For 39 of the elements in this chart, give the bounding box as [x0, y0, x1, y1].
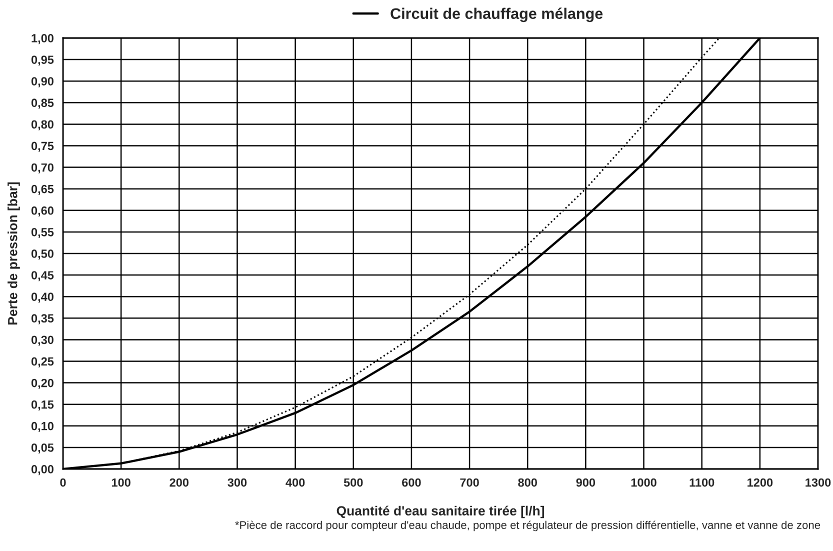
x-tick-label: 500	[344, 478, 363, 487]
y-tick-label: 0,45	[31, 271, 54, 282]
x-tick-label: 1000	[631, 478, 656, 487]
x-tick-label: 800	[518, 478, 537, 487]
y-tick-label: 0,60	[31, 206, 54, 217]
legend-label: Circuit de chauffage mélange	[390, 8, 603, 22]
x-tick-label: 1100	[690, 478, 714, 487]
text: *Pièce de raccord pour compteur d'eau chaude, pompe et régulateur de pression différentielle, vanne et vanne de zone	[235, 520, 820, 532]
y-tick-label: 0,05	[31, 443, 54, 454]
y-tick-label: 0,95	[31, 56, 54, 66]
x-tick-label: 1300	[806, 478, 831, 487]
y-tick-label: 0,85	[31, 98, 54, 109]
y-tick-label: 1,00	[32, 34, 54, 44]
x-axis-title: Quantité d'eau sanitaire tirée [l/h]	[336, 506, 544, 518]
x-tick-label: 400	[286, 478, 305, 487]
x-tick-label: 900	[576, 478, 596, 487]
y-tick-label: 0,70	[31, 163, 54, 174]
y-tick-label: 0,80	[31, 120, 54, 130]
x-tick-label: 1200	[748, 478, 773, 487]
x-tick-label: 700	[460, 478, 479, 487]
x-tick-label: 600	[402, 478, 421, 487]
y-tick-label: 0,00	[31, 465, 54, 476]
y-tick-label: 0,75	[31, 142, 54, 152]
y-tick-label: 0,50	[31, 250, 54, 260]
y-tick-label: 0,30	[31, 336, 54, 346]
y-tick-label: 0,10	[31, 422, 54, 432]
y-axis-title: Perte de pression [bar]	[8, 182, 20, 324]
y-tick-label: 0,25	[31, 357, 54, 368]
y-tick-label: 0,35	[31, 314, 54, 324]
y-tick-label: 0,90	[31, 77, 54, 88]
y-tick-label: 0,15	[31, 400, 54, 410]
y-tick-label: 0,20	[31, 378, 54, 389]
y-tick-label: 0,65	[31, 184, 54, 195]
x-tick-label: 300	[228, 478, 247, 487]
x-tick-label: 100	[112, 478, 130, 487]
x-tick-label: 0	[60, 478, 66, 487]
y-tick-label: 0,55	[31, 228, 54, 238]
x-tick-label: 200	[170, 478, 189, 487]
y-tick-label: 0,40	[31, 292, 54, 303]
